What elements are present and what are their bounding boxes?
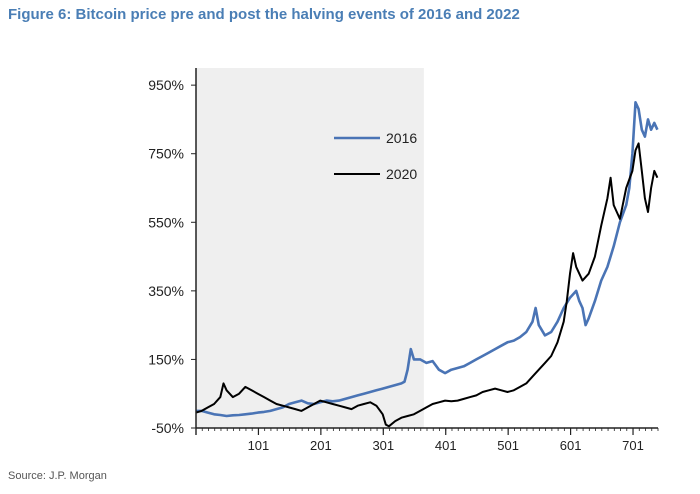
y-tick-label: -50% xyxy=(151,420,184,436)
x-tick-label: 101 xyxy=(248,438,270,453)
shaded-region xyxy=(196,68,424,428)
y-tick-label: 550% xyxy=(148,214,184,230)
x-tick-label: 401 xyxy=(435,438,457,453)
source-note: Source: J.P. Morgan xyxy=(8,470,107,482)
x-tick-label: 501 xyxy=(497,438,519,453)
y-tick-label: 150% xyxy=(148,351,184,367)
y-tick-label: 350% xyxy=(148,283,184,299)
legend: 2016 2020 xyxy=(334,130,417,182)
x-tick-label: 601 xyxy=(560,438,582,453)
x-tick-label: 301 xyxy=(372,438,394,453)
series-line-2016 xyxy=(196,101,659,418)
series-line-2020 xyxy=(195,142,659,428)
legend-label-2020: 2020 xyxy=(386,166,417,182)
x-tick-label: 201 xyxy=(310,438,332,453)
legend-label-2016: 2016 xyxy=(386,130,417,146)
y-tick-label: 750% xyxy=(148,146,184,162)
shaded-region-layer xyxy=(196,68,424,428)
figure-title: Figure 6: Bitcoin price pre and post the… xyxy=(8,6,520,23)
axes-layer: -50% 150% 350% 550% 750% 950% 101 201 301 401 501 6… xyxy=(148,68,659,453)
x-tick-label: 701 xyxy=(622,438,644,453)
y-tick-label: 950% xyxy=(148,77,184,93)
series-layer xyxy=(195,101,659,428)
